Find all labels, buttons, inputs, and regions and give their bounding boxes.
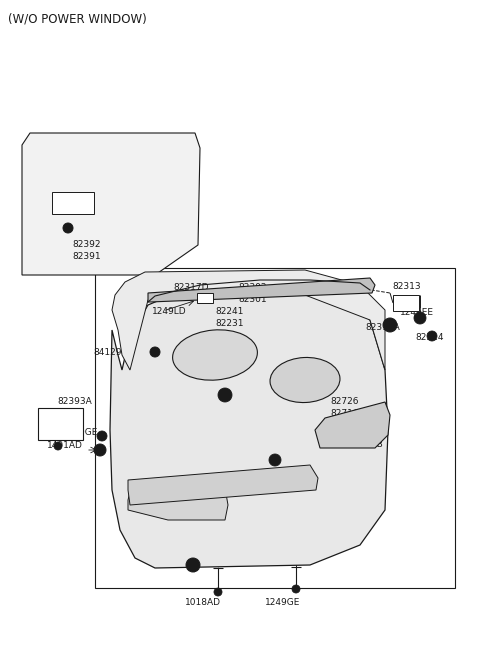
Ellipse shape <box>270 358 340 403</box>
Circle shape <box>427 331 437 341</box>
Polygon shape <box>315 402 390 448</box>
Ellipse shape <box>173 330 257 380</box>
Bar <box>393 295 419 311</box>
Text: 1249EE: 1249EE <box>400 308 434 317</box>
Text: 82313A: 82313A <box>365 323 400 332</box>
Polygon shape <box>148 278 375 302</box>
Text: 1249GE: 1249GE <box>265 598 300 607</box>
Text: 82313: 82313 <box>392 282 420 291</box>
Text: 82241: 82241 <box>215 307 243 316</box>
Text: 82392: 82392 <box>72 240 100 249</box>
Circle shape <box>63 223 73 233</box>
Text: 1249GE: 1249GE <box>63 428 98 437</box>
Text: 82716: 82716 <box>330 409 359 418</box>
Bar <box>197 293 213 303</box>
Bar <box>95 268 455 588</box>
Circle shape <box>218 388 232 402</box>
Polygon shape <box>110 282 388 568</box>
Polygon shape <box>128 465 318 505</box>
Bar <box>38 408 83 440</box>
Circle shape <box>214 588 222 596</box>
Circle shape <box>150 347 160 357</box>
Text: 82710B: 82710B <box>348 440 383 449</box>
Text: 1249LD: 1249LD <box>152 307 187 316</box>
Circle shape <box>292 585 300 593</box>
Text: 82231: 82231 <box>215 319 243 328</box>
Bar <box>52 192 94 214</box>
Circle shape <box>414 312 426 324</box>
Circle shape <box>54 442 62 450</box>
Text: 82314: 82314 <box>415 333 444 342</box>
Circle shape <box>97 431 107 441</box>
Text: 82301: 82301 <box>238 295 266 304</box>
Text: 82726: 82726 <box>330 397 359 406</box>
Circle shape <box>383 318 397 332</box>
Circle shape <box>94 444 106 456</box>
Polygon shape <box>22 133 200 275</box>
Text: 82391: 82391 <box>72 252 101 261</box>
Text: 1491AD: 1491AD <box>47 441 83 450</box>
Circle shape <box>186 558 200 572</box>
Text: (W/O POWER WINDOW): (W/O POWER WINDOW) <box>8 12 147 25</box>
Polygon shape <box>112 270 385 370</box>
Text: 82720B: 82720B <box>348 428 383 437</box>
Text: 82317D: 82317D <box>173 283 208 292</box>
Polygon shape <box>128 485 228 520</box>
Text: 82393A: 82393A <box>57 397 92 406</box>
Text: 82302: 82302 <box>238 283 266 292</box>
Circle shape <box>269 454 281 466</box>
Text: 1018AD: 1018AD <box>185 598 221 607</box>
Text: 84129: 84129 <box>93 348 121 357</box>
